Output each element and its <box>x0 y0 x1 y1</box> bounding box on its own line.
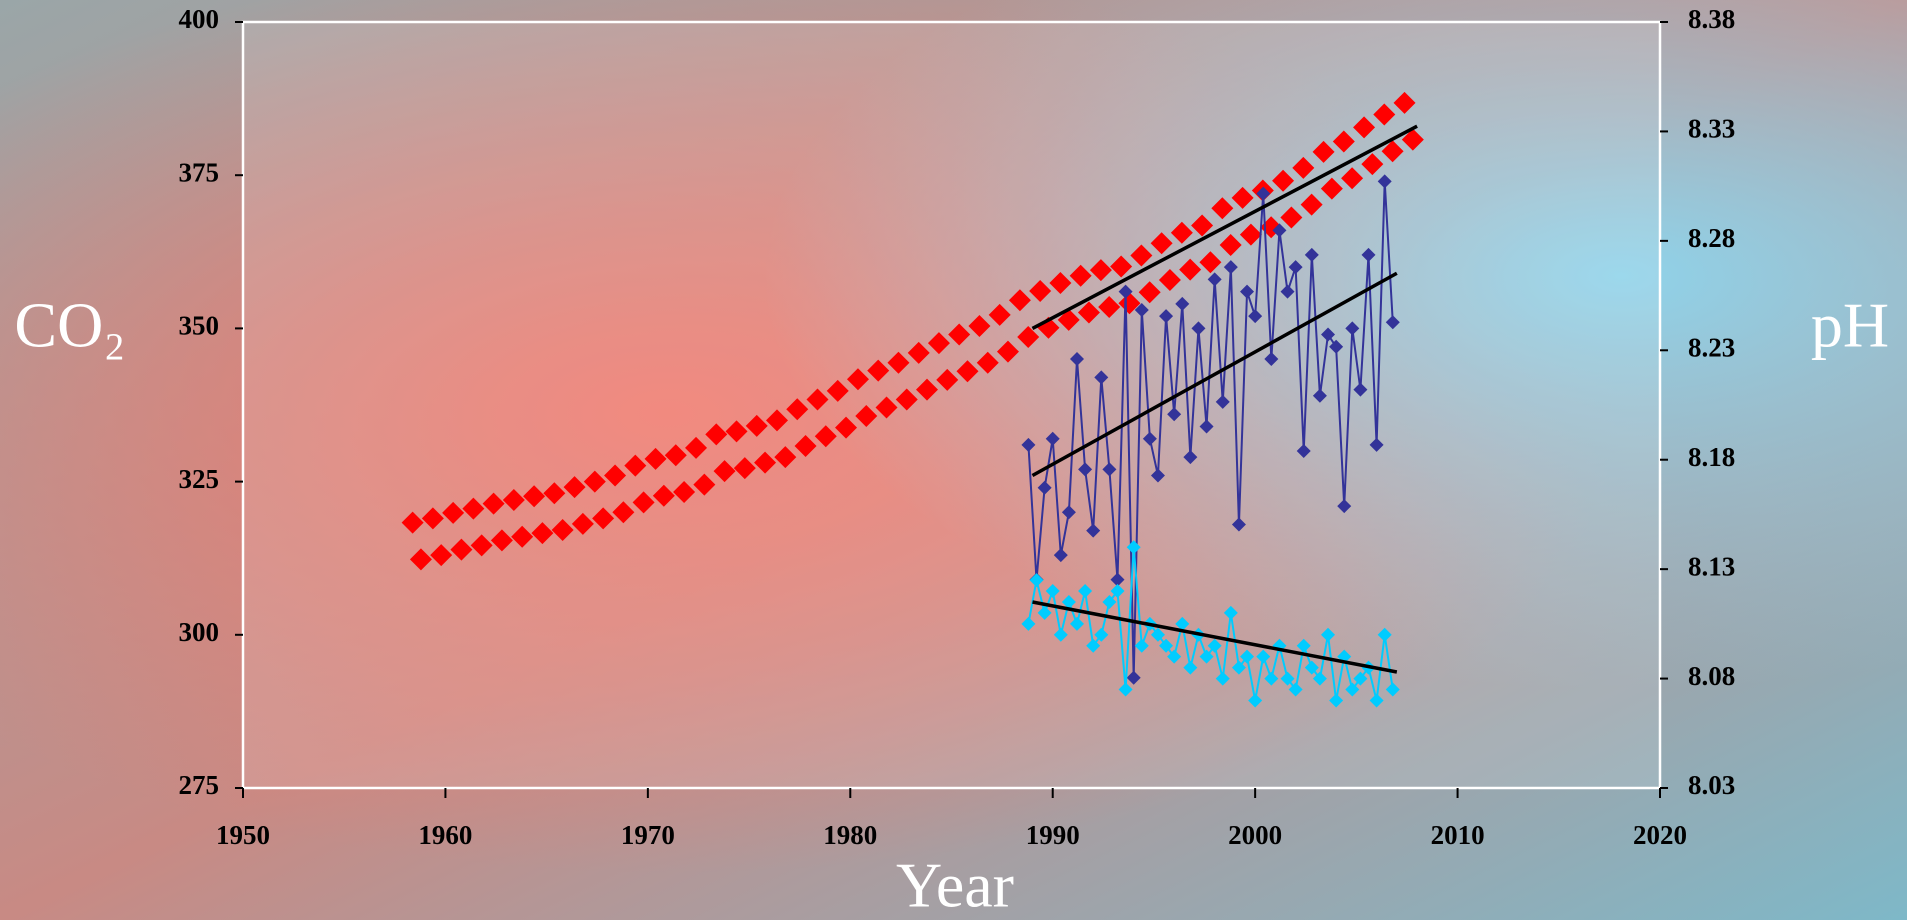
y2-tick-label: 8.13 <box>1688 551 1735 581</box>
y2-axis-label: pH <box>1811 290 1889 361</box>
y-tick-label: 275 <box>179 770 220 800</box>
y-tick-label: 350 <box>179 311 220 341</box>
x-tick-label: 2020 <box>1633 820 1687 850</box>
x-tick-label: 1950 <box>216 820 270 850</box>
x-tick-label: 2000 <box>1228 820 1282 850</box>
x-tick-label: 2010 <box>1431 820 1485 850</box>
y-tick-label: 325 <box>179 464 220 494</box>
x-tick-label: 1980 <box>823 820 877 850</box>
plot-area <box>243 22 1660 788</box>
y2-tick-label: 8.33 <box>1688 114 1735 144</box>
x-tick-label: 1970 <box>621 820 675 850</box>
y2-tick-label: 8.03 <box>1688 770 1735 800</box>
y2-tick-label: 8.08 <box>1688 661 1735 691</box>
x-tick-label: 1960 <box>418 820 472 850</box>
y2-tick-label: 8.38 <box>1688 4 1735 34</box>
y-axis-label: CO₂ <box>14 290 125 361</box>
y2-tick-label: 8.28 <box>1688 223 1735 253</box>
y-tick-label: 375 <box>179 157 220 187</box>
chart: CO₂ pH Year 275 300 325 350 375 400 8.03 8.08 8.… <box>0 0 1907 920</box>
y-tick-label: 300 <box>179 617 220 647</box>
y-tick-label: 400 <box>179 4 220 34</box>
x-axis-label: Year <box>896 850 1014 920</box>
y2-tick-label: 8.18 <box>1688 442 1735 472</box>
x-tick-label: 1990 <box>1026 820 1080 850</box>
y2-tick-label: 8.23 <box>1688 332 1735 362</box>
